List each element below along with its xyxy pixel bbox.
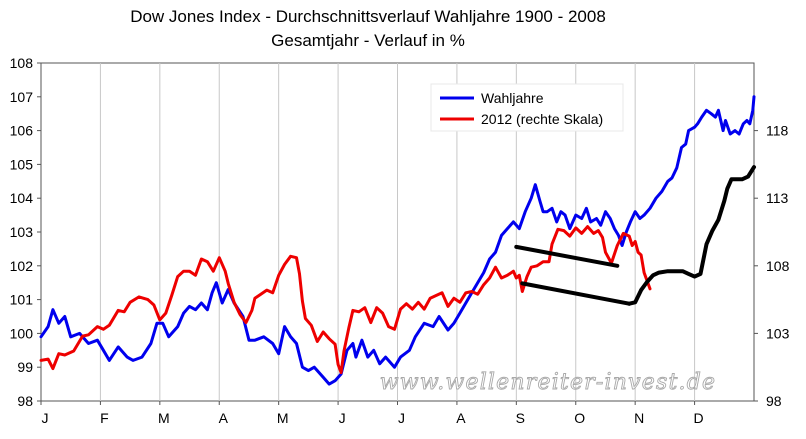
x-tick-label: D [694, 410, 704, 426]
x-tick-label: J [339, 410, 346, 426]
legend: Wahljahre 2012 (rechte Skala) [430, 83, 624, 132]
x-tick-label: J [398, 410, 405, 426]
chart-subtitle: Gesamtjahr - Verlauf in % [271, 31, 465, 50]
y-right-tick-label: 108 [766, 258, 790, 274]
y-right-tick-label: 113 [766, 190, 789, 206]
series-line-4 [627, 165, 756, 306]
y-left-tick-label: 105 [10, 156, 34, 172]
watermark: www.wellenreiter-invest.de [380, 370, 716, 395]
x-tick-label: O [574, 410, 585, 426]
y-left-tick-label: 99 [17, 359, 33, 375]
y-left-tick-label: 107 [10, 89, 34, 105]
y-left-tick-label: 104 [10, 190, 34, 206]
series-line-3 [520, 281, 632, 306]
y-left-tick-label: 98 [17, 393, 33, 409]
y-right-tick-label: 103 [766, 325, 790, 341]
x-tick-label: J [42, 410, 49, 426]
y-left-tick-label: 108 [10, 55, 34, 71]
x-tick-label: N [634, 410, 644, 426]
legend-box [430, 83, 624, 132]
left-axis: 98 99 100 101 102 103 104 105 106 107 108 [10, 55, 41, 409]
y-left-tick-label: 102 [10, 258, 34, 274]
legend-label-2012: 2012 (rechte Skala) [481, 111, 603, 127]
series-line-0 [39, 95, 756, 386]
legend-label-wahljahre: Wahljahre [481, 90, 544, 106]
x-tick-label: A [219, 410, 229, 426]
y-left-tick-label: 106 [10, 123, 34, 139]
y-left-tick-label: 103 [10, 224, 34, 240]
chart-title: Dow Jones Index - Durchschnittsverlauf W… [130, 7, 606, 26]
series-line-2 [514, 244, 620, 268]
y-right-tick-label: 98 [766, 393, 782, 409]
x-tick-label: M [277, 410, 289, 426]
y-left-tick-label: 100 [10, 325, 34, 341]
x-tick-label: F [100, 410, 109, 426]
right-axis: 98 103 108 113 118 [754, 123, 790, 409]
x-tick-label: S [516, 410, 525, 426]
y-right-tick-label: 118 [766, 123, 789, 139]
y-left-tick-label: 101 [10, 292, 34, 308]
x-tick-label: A [456, 410, 466, 426]
x-tick-label: M [158, 410, 170, 426]
series-line-1 [39, 225, 652, 375]
series-group [39, 95, 756, 386]
